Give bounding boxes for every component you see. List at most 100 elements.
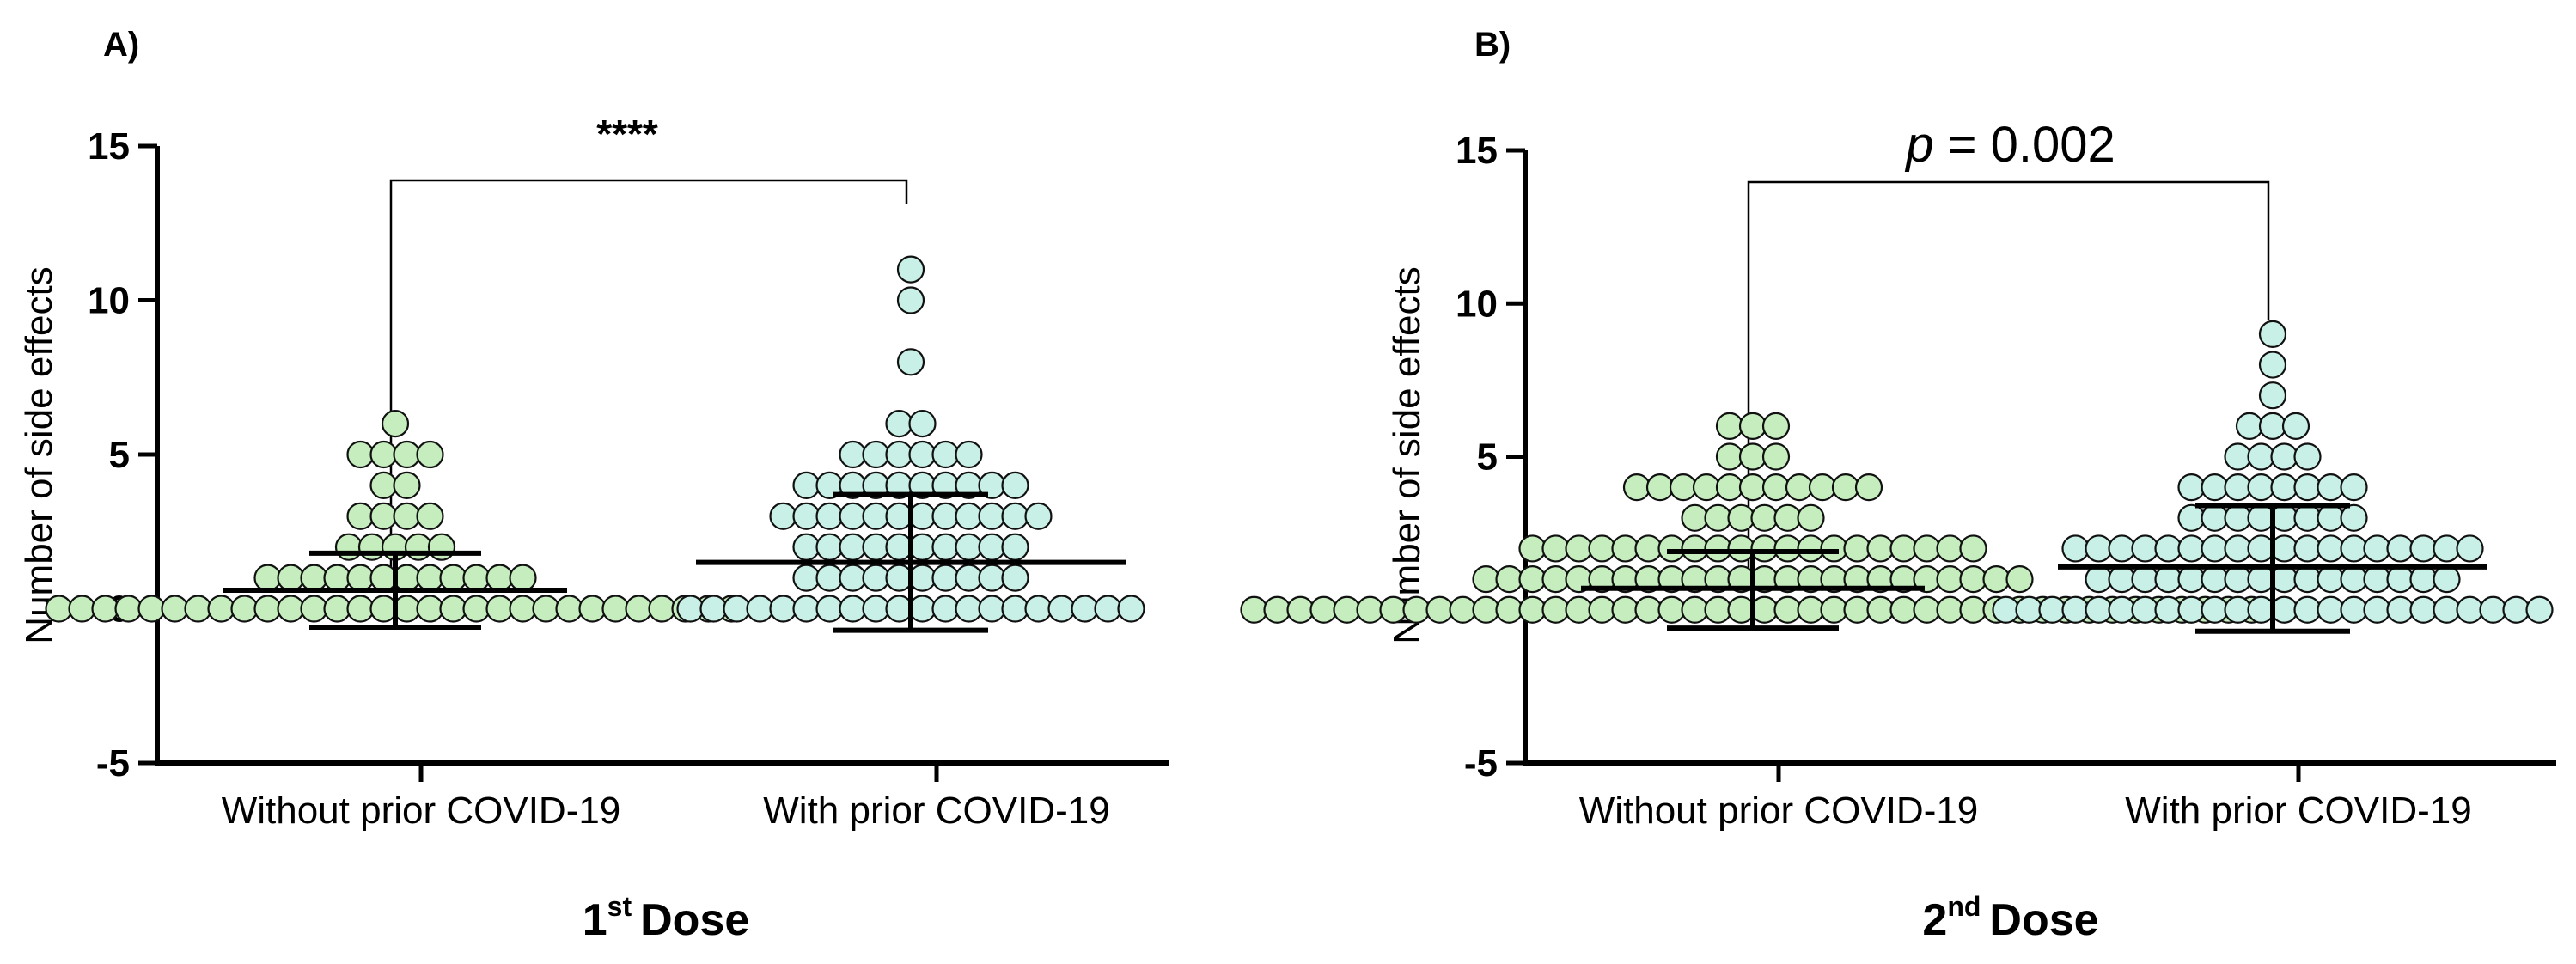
panel-a-data-point [792, 502, 821, 530]
panel-a-data-point [792, 564, 821, 592]
panel-a-data-point [462, 564, 491, 592]
panel-b-data-point [2258, 381, 2287, 410]
panel-b-data-point [1797, 595, 1825, 624]
panel-b-data-point [1785, 473, 1814, 502]
panel-a-data-point [896, 286, 925, 314]
panel-a-data-point [334, 533, 363, 561]
panel-b-data-point [2258, 412, 2287, 440]
panel-a-x-title: 1st Dose [583, 891, 750, 945]
panel-a-data-point [357, 533, 387, 561]
panel-b-data-point [1565, 534, 1593, 563]
panel-a-data-point [1001, 564, 1029, 592]
panel-b-data-point [1889, 595, 1918, 624]
panel-b-data-point [2293, 473, 2322, 502]
panel-b-data-point [1843, 595, 1871, 624]
panel-b-data-point [1738, 442, 1767, 471]
panel-b-data-point [1959, 595, 1987, 624]
panel-b-data-point [2317, 503, 2345, 532]
panel-b-data-point [1541, 564, 1570, 594]
panel-b-data-point [2317, 473, 2345, 502]
panel-b-data-point [2177, 503, 2206, 532]
panel-a-data-point [746, 595, 774, 623]
panel-b-data-point [2061, 534, 2090, 563]
panel-a-data-point [485, 564, 514, 592]
panel-a-data-point [91, 595, 119, 623]
panel-a-data-point [1001, 471, 1029, 500]
panel-b-data-point [2038, 595, 2066, 624]
panel-a-x-tick-label: Without prior COVID-19 [222, 790, 621, 832]
panel-b-data-point [2177, 564, 2206, 594]
panel-a-data-point [792, 595, 821, 623]
panel-b-dose-number: 2 [1922, 895, 1947, 945]
panel-a-data-point [346, 502, 375, 530]
panel-b-data-point [2386, 534, 2414, 563]
panel-b-data-point [2154, 534, 2182, 563]
panel-a-data-point [978, 595, 1006, 623]
panel-a-y-tick-label: -5 [96, 742, 130, 784]
panel-b-data-point [1761, 473, 1791, 502]
panel-a-data-point [815, 595, 844, 623]
panel-b-dose-sup: nd [1947, 891, 1981, 922]
panel-b-data-point [1681, 534, 1709, 563]
panel-b-data-point [1750, 503, 1779, 532]
panel-a-data-point [723, 595, 751, 623]
panel-a-data-point [416, 502, 444, 530]
panel-b-data-point [2005, 564, 2034, 594]
panel-b-data-point [2340, 473, 2368, 502]
panel-a-data-point [839, 533, 867, 561]
panel-b-data-point [1738, 473, 1767, 502]
panel-a-data-point [300, 595, 328, 623]
panel-b-data-point [2363, 564, 2391, 594]
panel-a-data-point [676, 595, 705, 623]
panel-b-data-point [2224, 534, 2252, 563]
panel-b-data-point [1657, 534, 1686, 563]
panel-a-data-point [815, 533, 844, 561]
panel-a-data-point [978, 502, 1006, 530]
panel-b-data-point [2061, 595, 2090, 624]
panel-b-data-point [2224, 473, 2252, 502]
panel-b-data-point [1866, 595, 1895, 624]
panel-a-data-point [862, 440, 890, 469]
panel-b-data-point [2433, 564, 2461, 594]
panel-b-data-point [1704, 534, 1732, 563]
panel-b-data-point [2409, 595, 2438, 624]
panel-b-data-point [1449, 595, 1477, 624]
panel-a-data-point [648, 595, 676, 623]
panel-a-data-point [931, 533, 960, 561]
panel-b-data-point [1333, 595, 1361, 624]
panel-a-data-point [625, 595, 653, 623]
panel-b-data-point [2177, 473, 2206, 502]
panel-b-data-point [1495, 564, 1523, 594]
panel-b-data-point [1588, 534, 1616, 563]
panel-b-data-point [2456, 595, 2484, 624]
panel-a-data-point [1094, 595, 1122, 623]
panel-a-data-point [955, 595, 983, 623]
panel-a-data-point [955, 440, 983, 469]
panel-a-x-tick-label: With prior COVID-19 [763, 790, 1109, 832]
panel-b-data-point [1959, 534, 1987, 563]
panel-b-data-point [2456, 534, 2484, 563]
panel-a-data-point [896, 348, 925, 376]
panel-b-data-point [1704, 595, 1732, 624]
panel-b-data-point [2386, 595, 2414, 624]
panel-b-data-point [1738, 412, 1767, 440]
panel-b-data-point [2085, 595, 2113, 624]
panel-b-data-point [2201, 564, 2229, 594]
panel-a-data-point [404, 533, 433, 561]
panel-b-data-point [1472, 564, 1500, 594]
panel-b-data-point [2409, 564, 2438, 594]
panel-b-data-point [2409, 534, 2438, 563]
panel-a-data-point [427, 533, 456, 561]
panel-b-y-tick-label: -5 [1464, 742, 1498, 784]
panel-b-data-point [2340, 564, 2368, 594]
panel-a-data-point [462, 595, 491, 623]
panel-a-data-point [253, 564, 282, 592]
panel-b-data-point [2201, 473, 2229, 502]
panel-b-data-point [2317, 564, 2345, 594]
panel-a-data-point [578, 595, 607, 623]
panel-b-data-point [2317, 595, 2345, 624]
panel-a-data-point [1001, 533, 1029, 561]
panel-b-data-point [2479, 595, 2507, 624]
panel-b-data-point [2201, 503, 2229, 532]
